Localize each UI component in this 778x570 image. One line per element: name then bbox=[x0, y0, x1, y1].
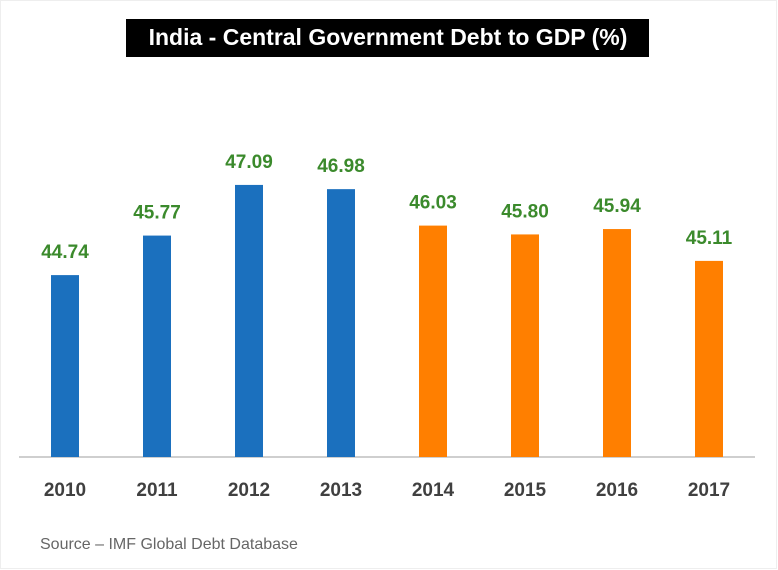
data-label: 45.94 bbox=[593, 196, 641, 217]
x-tick-label: 2010 bbox=[44, 480, 86, 501]
x-tick-label: 2015 bbox=[504, 480, 547, 501]
source-note: Source – IMF Global Debt Database bbox=[40, 536, 298, 553]
bar bbox=[327, 189, 355, 457]
bar bbox=[419, 225, 447, 457]
x-tick-label: 2011 bbox=[136, 480, 178, 501]
x-tick-label: 2016 bbox=[596, 480, 638, 501]
bar bbox=[695, 260, 723, 457]
x-tick-label: 2014 bbox=[412, 480, 455, 501]
data-label: 45.11 bbox=[686, 228, 733, 249]
x-tick-label: 2017 bbox=[688, 480, 730, 501]
bar bbox=[235, 184, 263, 457]
data-label: 46.03 bbox=[409, 193, 457, 214]
bar bbox=[51, 275, 79, 457]
x-tick-label: 2012 bbox=[228, 480, 270, 501]
data-label: 45.77 bbox=[133, 203, 181, 224]
x-tick-label: 2013 bbox=[320, 480, 362, 501]
bar bbox=[511, 234, 539, 457]
chart-title: India - Central Government Debt to GDP (… bbox=[149, 24, 628, 50]
data-label: 45.80 bbox=[501, 201, 549, 222]
bar bbox=[603, 229, 631, 457]
data-label: 44.74 bbox=[41, 242, 89, 263]
data-label: 46.98 bbox=[317, 156, 365, 177]
title-box bbox=[126, 19, 649, 57]
data-label: 47.09 bbox=[225, 152, 273, 173]
bar bbox=[143, 235, 171, 457]
